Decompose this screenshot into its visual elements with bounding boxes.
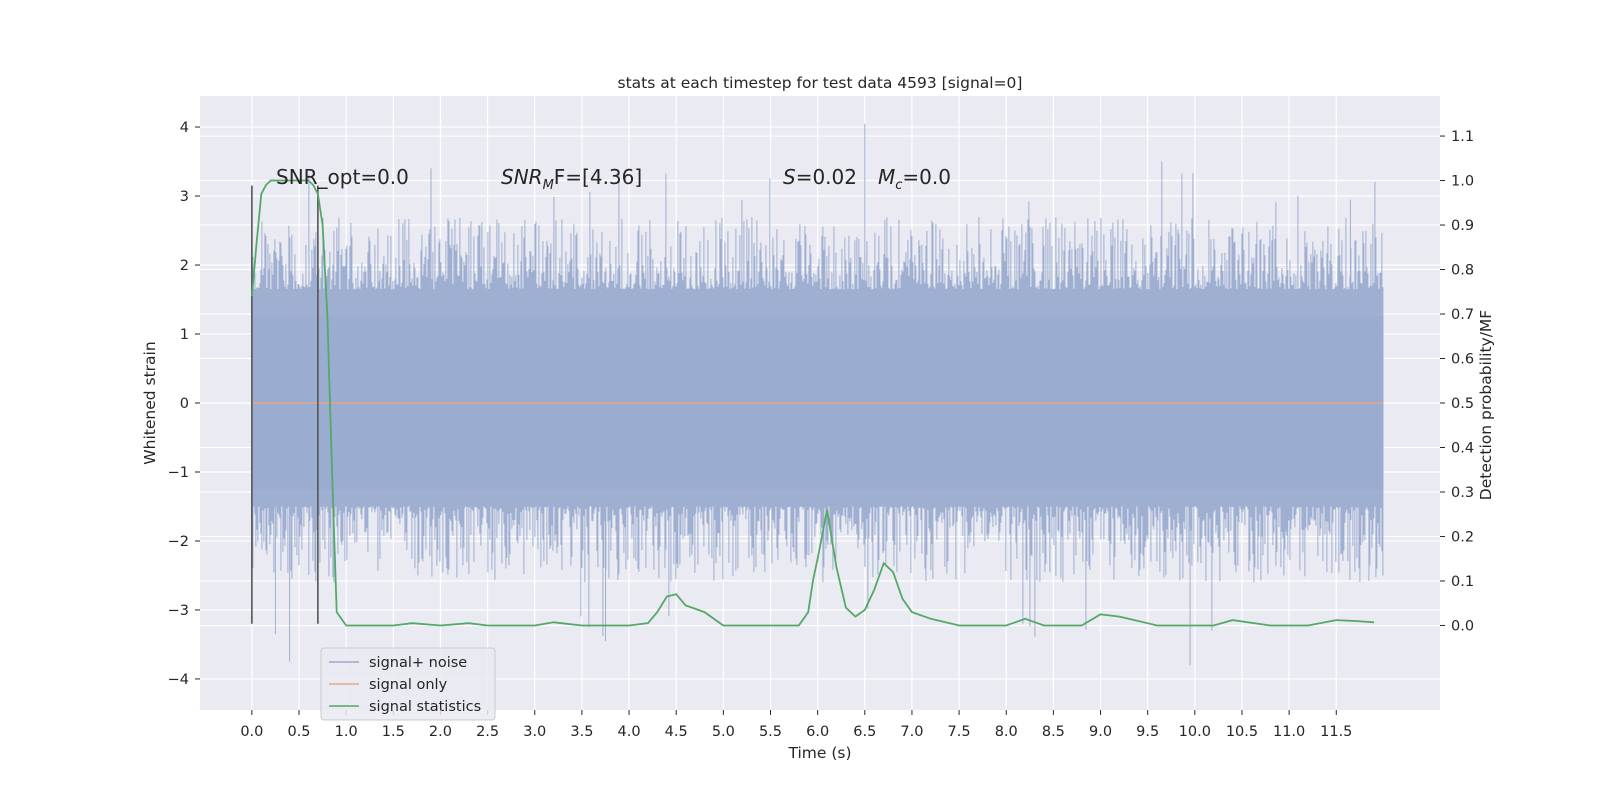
x-tick-label: 2.0: [429, 724, 452, 740]
y-tick-label: 1: [180, 327, 189, 343]
x-tick-label: 8.0: [995, 724, 1018, 740]
legend-label-signal-only: signal only: [369, 677, 448, 693]
annotation-snr-opt: SNR_opt=0.0: [276, 165, 409, 189]
x-tick-label: 3.5: [570, 724, 593, 740]
legend-label-signal-statistics: signal statistics: [369, 699, 481, 715]
y-tick-label: −2: [168, 534, 189, 550]
vertical-markers: [251, 185, 319, 624]
x-tick-label: 0.0: [240, 724, 263, 740]
y2-tick-label: 1.0: [1451, 174, 1474, 190]
x-tick-label: 10.5: [1226, 724, 1258, 740]
annotation-mc: Mc=0.0: [878, 165, 951, 193]
x-tick-label: 11.0: [1273, 724, 1305, 740]
x-tick-label: 4.5: [665, 724, 688, 740]
x-tick-label: 9.0: [1089, 724, 1112, 740]
x-axis-label: Time (s): [787, 744, 851, 762]
x-axis-ticks: 0.0 0.5 1.0 1.5 2.0 2.5 3.0 3.5 4.0 4.5 5.0 5.5 6.0 6…: [240, 710, 1352, 740]
y2-tick-label: 0.7: [1451, 307, 1474, 323]
y2-axis-ticks: 1.1 1.0 0.9 0.8 0.7 0.6 0.5 0.4 0.3 0.2 0.1 0.0: [1440, 129, 1474, 634]
y2-tick-label: 0.4: [1451, 440, 1474, 456]
x-tick-label: 6.5: [853, 724, 876, 740]
x-tick-label: 6.0: [806, 724, 829, 740]
y-tick-label: 2: [180, 258, 189, 274]
y-axis-label: Whitened strain: [141, 341, 159, 464]
y2-tick-label: 0.6: [1451, 352, 1474, 368]
y-tick-label: −1: [168, 465, 189, 481]
chart-title: stats at each timestep for test data 459…: [618, 74, 1023, 92]
annotation-s: S=0.02: [783, 165, 857, 189]
signal-statistics-line: [251, 179, 1375, 627]
x-tick-label: 5.0: [712, 724, 735, 740]
y-tick-label: −3: [168, 603, 189, 619]
legend-box: [320, 647, 496, 721]
y2-tick-label: 1.1: [1451, 129, 1474, 145]
y-tick-label: 4: [180, 120, 189, 136]
x-tick-label: 1.5: [382, 724, 405, 740]
y2-axis-label: Detection probability/MF: [1477, 310, 1495, 501]
x-tick-label: 5.5: [759, 724, 782, 740]
x-tick-label: 10.0: [1179, 724, 1211, 740]
x-tick-label: 1.0: [335, 724, 358, 740]
x-tick-label: 7.0: [900, 724, 923, 740]
y2-tick-label: 0.3: [1451, 485, 1474, 501]
x-tick-label: 2.5: [476, 724, 499, 740]
x-tick-label: 11.5: [1320, 724, 1352, 740]
y-tick-label: 3: [180, 189, 189, 205]
x-tick-label: 3.0: [523, 724, 546, 740]
y-axis-ticks: 4 3 2 1 0 −1 −2 −3 −4: [168, 120, 200, 688]
x-tick-label: 7.5: [948, 724, 971, 740]
x-tick-label: 9.5: [1136, 724, 1159, 740]
y2-tick-label: 0.2: [1451, 529, 1474, 545]
x-tick-label: 0.5: [287, 724, 310, 740]
y2-tick-label: 0.5: [1451, 396, 1474, 412]
y2-tick-label: 0.9: [1451, 218, 1474, 234]
legend: signal+ noise signal only signal statist…: [320, 647, 496, 721]
y-tick-label: 0: [180, 396, 189, 412]
legend-label-signal-noise: signal+ noise: [369, 655, 467, 671]
y2-tick-label: 0.8: [1451, 263, 1474, 279]
x-tick-label: 8.5: [1042, 724, 1065, 740]
annotation-snr-mf: SNRMF=[4.36]: [501, 165, 642, 193]
x-tick-label: 4.0: [618, 724, 641, 740]
y-tick-label: −4: [168, 672, 189, 688]
y2-tick-label: 0.1: [1451, 574, 1474, 590]
y2-tick-label: 0.0: [1451, 618, 1474, 634]
